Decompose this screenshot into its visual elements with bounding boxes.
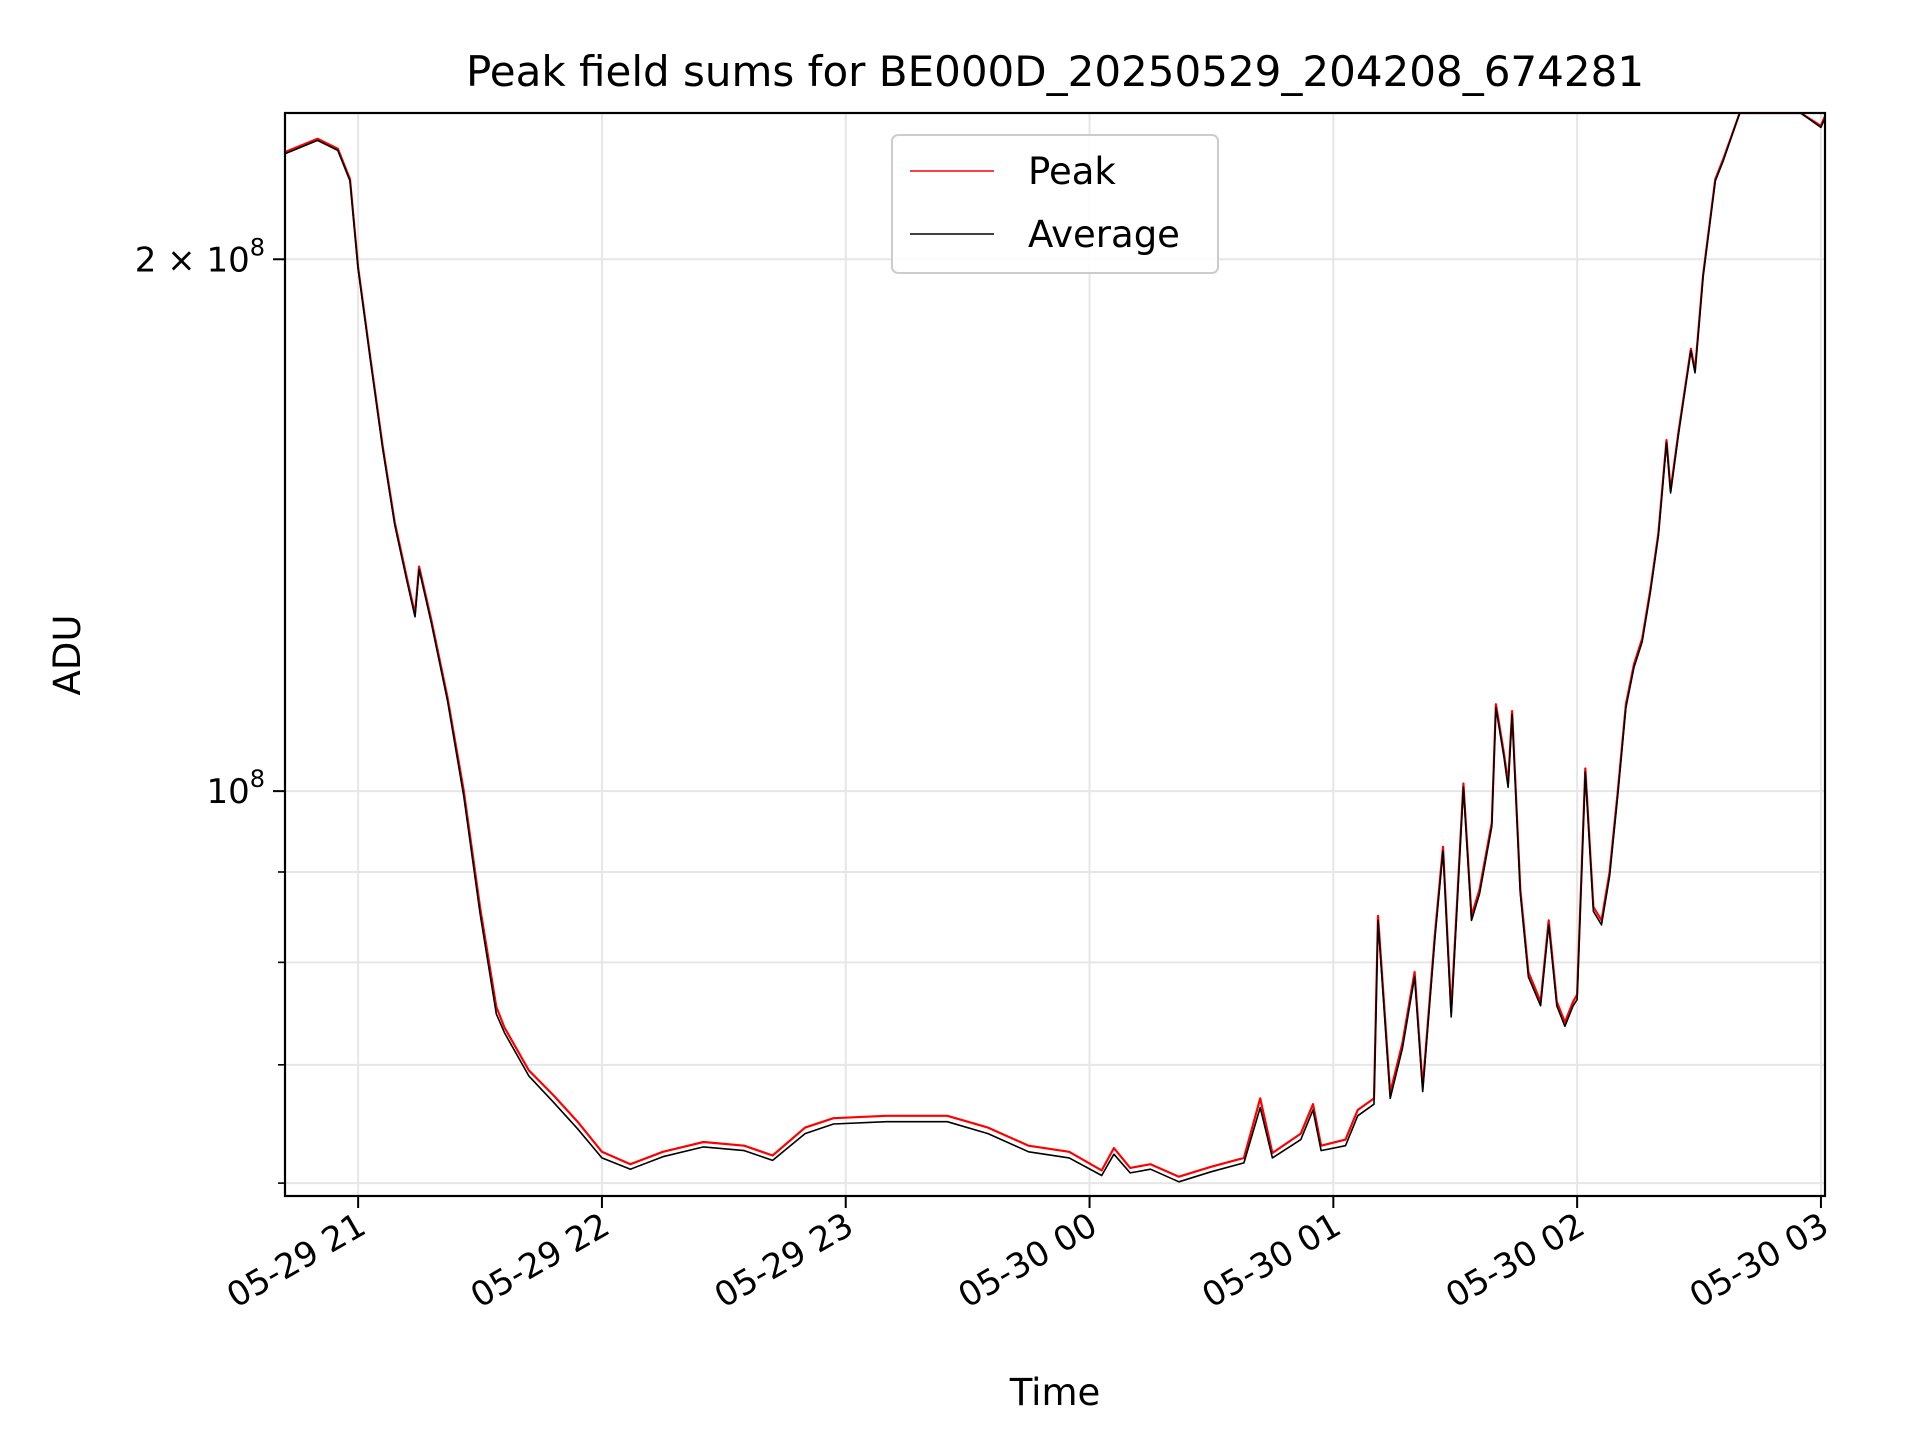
y-axis-label: ADU — [46, 615, 89, 696]
x-axis-label: Time — [1009, 1371, 1101, 1414]
chart-title: Peak field sums for BE000D_20250529_2042… — [466, 47, 1644, 96]
grid-lines — [285, 113, 1825, 1196]
plot-frame — [283, 111, 1827, 1198]
legend-label-average: Average — [1028, 213, 1180, 256]
legend-label-peak: Peak — [1028, 150, 1116, 193]
y-tick-label: 2 × 108 — [135, 233, 265, 280]
y-tick-label: 108 — [206, 765, 265, 812]
series-lines — [285, 113, 1825, 1183]
legend-box — [891, 134, 1219, 274]
legend: Peak Average — [891, 134, 1219, 274]
y-axis-ticks: 108 2 × 108 — [135, 233, 285, 1184]
series-line-average — [285, 113, 1825, 1183]
